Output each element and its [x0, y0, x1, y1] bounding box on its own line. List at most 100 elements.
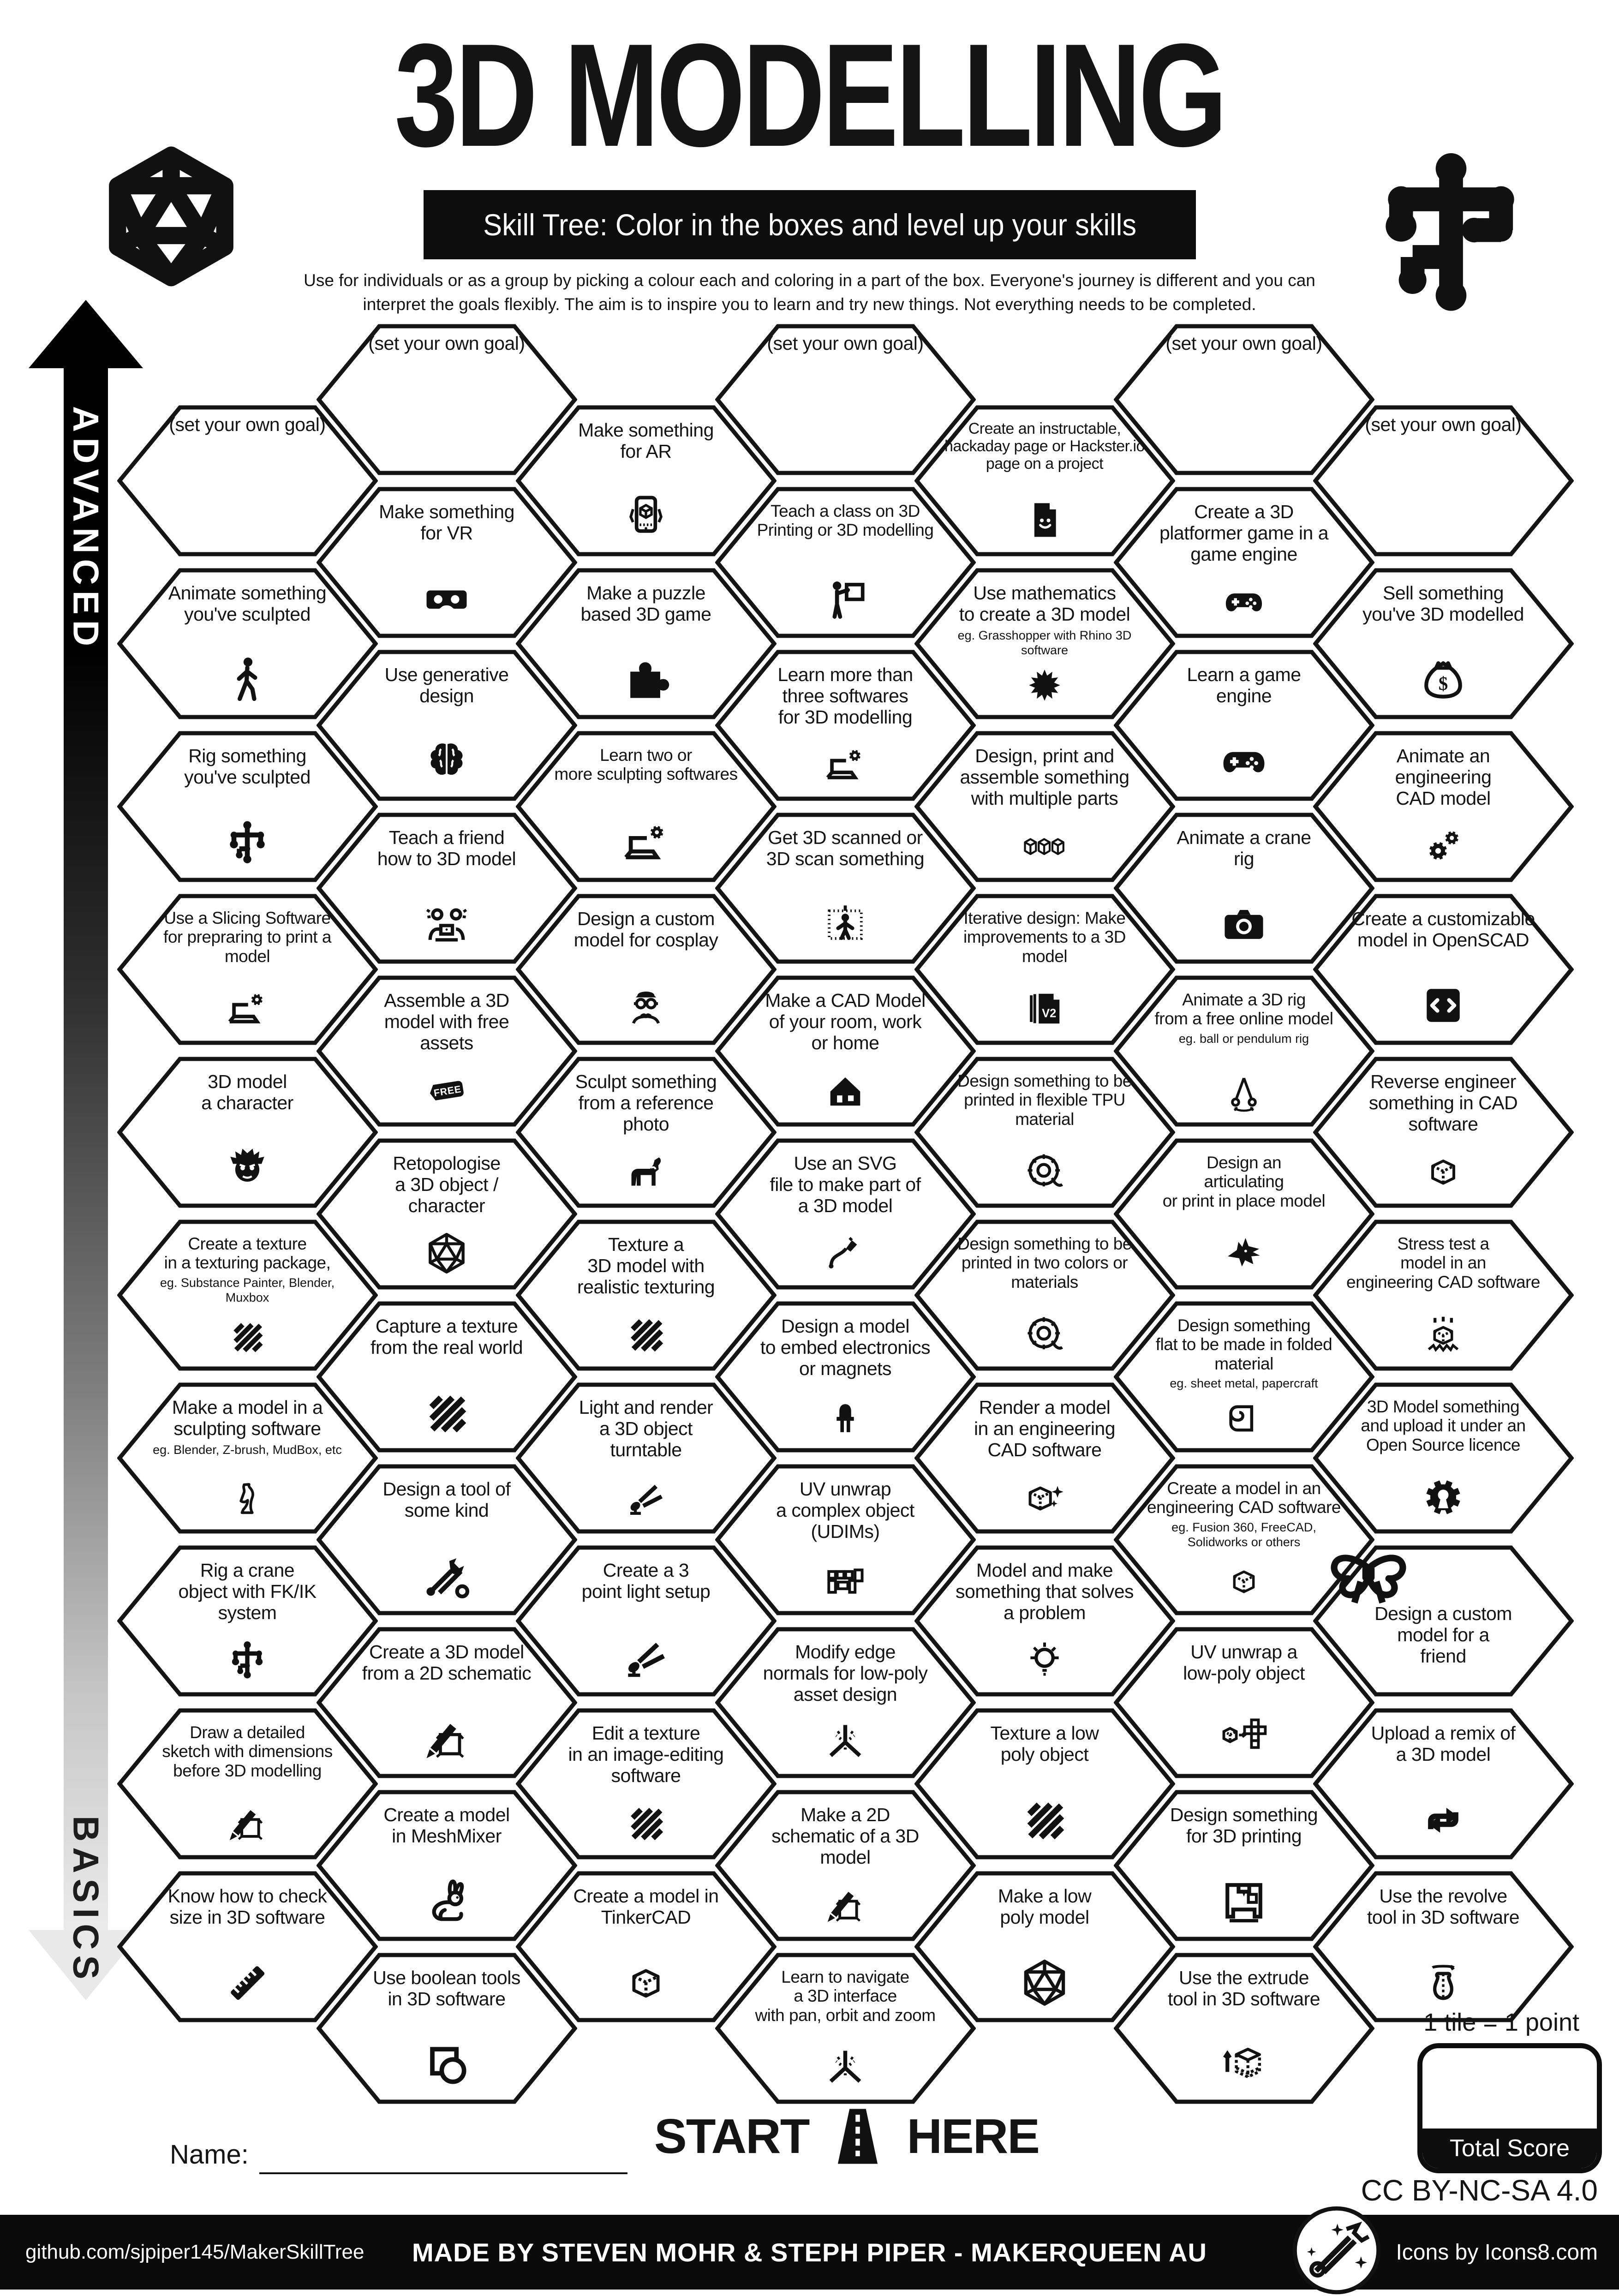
hex-label: Design something to be printed in two co… [957, 1234, 1132, 1292]
skill-hex: Design an articulating or print in place… [1113, 1137, 1374, 1291]
skill-hex: Know how to check size in 3D software [117, 1870, 378, 2023]
skill-hex: Design something to be printed in two co… [914, 1219, 1175, 1372]
icosahedron-logo-icon [95, 138, 248, 295]
skill-hex: Create an instructable, hackaday page or… [914, 404, 1175, 557]
footer-credit: MADE BY STEVEN MOHR & STEPH PIPER - MAKE… [412, 2237, 1207, 2267]
skill-hex: Create a texture in a texturing package,… [117, 1219, 378, 1372]
remix-arrows-icon [1416, 1793, 1470, 1847]
hex-label: Make something for AR [578, 419, 714, 462]
arrow-up-head [29, 300, 143, 368]
skill-hex: Learn two or more sculpting softwares [515, 730, 777, 883]
hex-sublabel: eg. sheet metal, papercraft [1170, 1376, 1318, 1391]
hex-label: (set your own goal) [767, 333, 924, 354]
skill-hex: Use the extrude tool in 3D software [1113, 1952, 1374, 2105]
subtitle-text: Skill Tree: Color in the boxes and level… [483, 208, 1136, 242]
hex-label: Create a 3 point light setup [581, 1560, 711, 1602]
hex-label: Edit a texture in an image-editing softw… [568, 1722, 724, 1786]
skill-hex: Capture a texture from the real world [316, 1300, 577, 1453]
skill-hex: Use boolean tools in 3D software [316, 1952, 577, 2105]
ar-phone-icon [619, 490, 673, 544]
skill-hex: Create a model in MeshMixer [316, 1789, 577, 1942]
hex-label: Stress test a model in an engineering CA… [1346, 1234, 1540, 1292]
skill-hex: UV unwrap a low-poly object [1113, 1626, 1374, 1779]
hex-label: (set your own goal) [169, 414, 326, 435]
cube-outline-icon [619, 1956, 673, 2009]
hex-sublabel: eg. ball or pendulum rig [1178, 1031, 1309, 1046]
extrude-icon [1217, 2038, 1271, 2091]
skill-hex: Light and render a 3D object turntable [515, 1381, 777, 1535]
skill-hex: Rig something you've sculpted [117, 730, 378, 883]
cube-outline-icon [1223, 1560, 1265, 1602]
laptop-gear-icon [619, 816, 673, 869]
skill-hex: Create a 3D platformer game in a game en… [1113, 486, 1374, 639]
dog-icon [622, 1148, 669, 1195]
hex-label: Design a custom model for a friend [1374, 1603, 1512, 1667]
led-icon [822, 1393, 869, 1440]
spotlight-icon [622, 1474, 669, 1521]
skill-hex: Learn to navigate a 3D interface with pa… [715, 1952, 976, 2105]
hex-sublabel: eg. Blender, Z-brush, MudBox, etc [153, 1442, 342, 1457]
rabbit-icon [420, 1875, 473, 1928]
gamepad-icon [1220, 578, 1267, 625]
hex-label: Learn more than three softwares for 3D m… [777, 664, 913, 728]
skill-hex: Assemble a 3D model with free assets FREE [316, 975, 577, 1128]
footer-icons-credit: Icons by Icons8.com [1396, 2240, 1598, 2265]
skill-hex: Draw a detailed sketch with dimensions b… [117, 1707, 378, 1860]
start-here: START HERE [654, 2095, 1040, 2178]
gears-icon [1420, 822, 1467, 869]
brain-icon [420, 735, 473, 788]
hex-label: Design something to be printed in flexib… [957, 1071, 1132, 1129]
hex-label: UV unwrap a low-poly object [1183, 1641, 1305, 1684]
hex-label: Teach a friend how to 3D model [377, 827, 516, 869]
hex-label: UV unwrap a complex object (UDIMs) [776, 1478, 914, 1542]
skill-hex: Create a 3 point light setup [515, 1544, 777, 1698]
hex-label: Teach a class on 3D Printing or 3D model… [757, 502, 934, 540]
revolve-vase-icon [1416, 1956, 1470, 2009]
texture-stripes-icon [420, 1386, 473, 1440]
skill-hex: Sell something you've 3D modelled $ [1313, 567, 1574, 720]
filament-spool-icon [1021, 1148, 1068, 1195]
skill-hex: Texture a 3D model with realistic textur… [515, 1219, 777, 1372]
skill-hex: Make something for AR [515, 404, 777, 557]
hex-label: Design something flat to be made in fold… [1155, 1316, 1332, 1373]
hex-label: 3D Model something and upload it under a… [1361, 1397, 1526, 1454]
filament-spool-icon [1021, 1311, 1068, 1358]
boolean-icon [420, 2038, 473, 2091]
hex-label: Create a customizable model in OpenSCAD [1351, 908, 1535, 951]
hex-label: Use mathematics to create a 3D model [959, 582, 1130, 625]
svg-text:$: $ [1439, 673, 1448, 694]
hex-label: Design a model to embed electronics or m… [760, 1315, 931, 1379]
hex-label: Upload a remix of a 3D model [1371, 1722, 1516, 1765]
hex-label: Make a puzzle based 3D game [580, 582, 711, 625]
axis-icon [822, 1718, 869, 1765]
skill-hex: Learn a game engine [1113, 649, 1374, 802]
rig-icon [224, 1637, 271, 1684]
hex-label: Make something for VR [379, 501, 514, 544]
skill-hex: Teach a class on 3D Printing or 3D model… [715, 486, 976, 639]
house-icon [822, 1067, 869, 1114]
hex-label: (set your own goal) [1165, 333, 1322, 354]
hex-label: Capture a texture from the real world [370, 1315, 523, 1358]
hex-label: Draw a detailed sketch with dimensions b… [162, 1723, 333, 1780]
goal-hex: (set your own goal) [1113, 323, 1374, 476]
laptop-gear-icon [822, 741, 869, 788]
hex-label: Design an articulating or print in place… [1162, 1153, 1326, 1210]
skill-hex: Texture a low poly object [914, 1707, 1175, 1860]
sketch-cube-icon [822, 1881, 869, 1928]
teacher-icon [818, 572, 872, 625]
skill-hex: Create a model in TinkerCAD [515, 1870, 777, 2023]
bulb-icon [1021, 1637, 1068, 1684]
skill-hex: Learn more than three softwares for 3D m… [715, 649, 976, 802]
hex-label: Design a tool of some kind [382, 1478, 511, 1521]
hex-label: Texture a 3D model with realistic textur… [577, 1234, 715, 1297]
walking-person-icon [221, 653, 274, 706]
skill-hex: Use an SVG file to make part of a 3D mod… [715, 1137, 976, 1291]
hex-label: Retopologise a 3D object / character [393, 1153, 501, 1216]
skill-hex: Animate something you've sculpted [117, 567, 378, 720]
goal-hex: (set your own goal) [715, 323, 976, 476]
hex-label: Learn a game engine [1187, 664, 1301, 706]
spotlight-icon [619, 1630, 673, 1684]
skill-hex: Design something to be printed in flexib… [914, 1056, 1175, 1209]
skill-hex: Edit a texture in an image-editing softw… [515, 1707, 777, 1860]
rig-logo-icon [1359, 135, 1543, 333]
